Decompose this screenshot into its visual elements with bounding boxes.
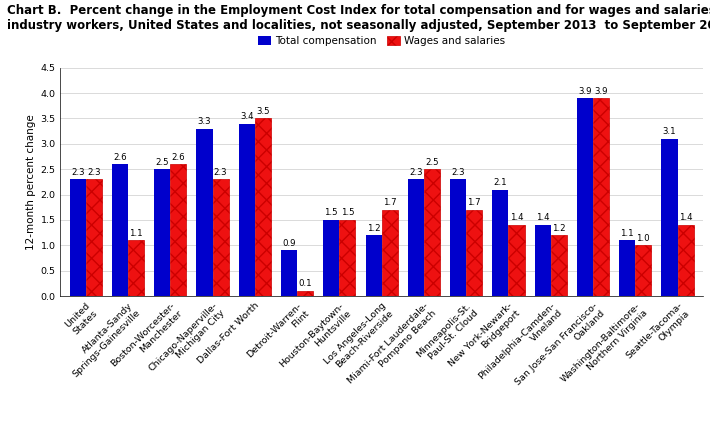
Text: 3.9: 3.9 xyxy=(594,87,608,96)
Bar xyxy=(70,179,86,296)
Bar xyxy=(366,235,381,296)
Text: 2.3: 2.3 xyxy=(409,168,422,177)
Bar xyxy=(128,240,144,296)
Bar xyxy=(281,250,297,296)
Bar xyxy=(593,98,609,296)
Bar xyxy=(255,118,271,296)
Text: 3.4: 3.4 xyxy=(240,112,253,121)
Text: 1.7: 1.7 xyxy=(383,198,396,207)
Bar xyxy=(197,129,212,296)
Text: 1.0: 1.0 xyxy=(636,234,650,243)
Bar xyxy=(577,98,593,296)
Text: 1.4: 1.4 xyxy=(536,214,550,222)
Bar xyxy=(154,169,170,296)
Bar xyxy=(551,235,567,296)
Text: 0.1: 0.1 xyxy=(298,280,312,288)
Bar xyxy=(450,179,466,296)
Legend: Total compensation, Wages and salaries: Total compensation, Wages and salaries xyxy=(254,32,509,50)
Text: Chart B.  Percent change in the Employment Cost Index for total compensation and: Chart B. Percent change in the Employmen… xyxy=(7,4,710,32)
Bar xyxy=(535,225,551,296)
Text: 3.1: 3.1 xyxy=(662,127,677,136)
Text: 1.5: 1.5 xyxy=(341,209,354,217)
Text: 1.4: 1.4 xyxy=(510,214,523,222)
Text: 2.1: 2.1 xyxy=(493,178,507,187)
Y-axis label: 12-month percent change: 12-month percent change xyxy=(26,114,36,250)
Text: 1.7: 1.7 xyxy=(467,198,481,207)
Bar xyxy=(635,245,651,296)
Bar xyxy=(408,179,424,296)
Text: 2.5: 2.5 xyxy=(425,158,439,167)
Bar xyxy=(492,190,508,296)
Text: 1.2: 1.2 xyxy=(552,224,566,233)
Text: 2.5: 2.5 xyxy=(155,158,169,167)
Text: 1.2: 1.2 xyxy=(367,224,381,233)
Text: 3.5: 3.5 xyxy=(256,107,270,116)
Bar xyxy=(323,220,339,296)
Text: 2.3: 2.3 xyxy=(452,168,465,177)
Bar xyxy=(297,291,313,296)
Bar xyxy=(86,179,102,296)
Bar xyxy=(239,124,255,296)
Bar xyxy=(508,225,525,296)
Text: 3.9: 3.9 xyxy=(578,87,591,96)
Text: 3.3: 3.3 xyxy=(197,117,212,126)
Text: 2.3: 2.3 xyxy=(71,168,84,177)
Text: 1.1: 1.1 xyxy=(129,229,143,238)
Bar xyxy=(466,210,482,296)
Text: 1.5: 1.5 xyxy=(324,209,338,217)
Text: 2.6: 2.6 xyxy=(113,153,127,162)
Bar xyxy=(619,240,635,296)
Text: 2.3: 2.3 xyxy=(214,168,227,177)
Bar xyxy=(112,164,128,296)
Bar xyxy=(677,225,694,296)
Text: 1.1: 1.1 xyxy=(621,229,634,238)
Bar xyxy=(382,210,398,296)
Text: 2.6: 2.6 xyxy=(172,153,185,162)
Text: 2.3: 2.3 xyxy=(87,168,101,177)
Bar xyxy=(212,179,229,296)
Text: 0.9: 0.9 xyxy=(283,239,296,248)
Bar xyxy=(170,164,186,296)
Text: 1.4: 1.4 xyxy=(679,214,692,222)
Bar xyxy=(424,169,440,296)
Bar xyxy=(339,220,356,296)
Bar xyxy=(662,139,677,296)
